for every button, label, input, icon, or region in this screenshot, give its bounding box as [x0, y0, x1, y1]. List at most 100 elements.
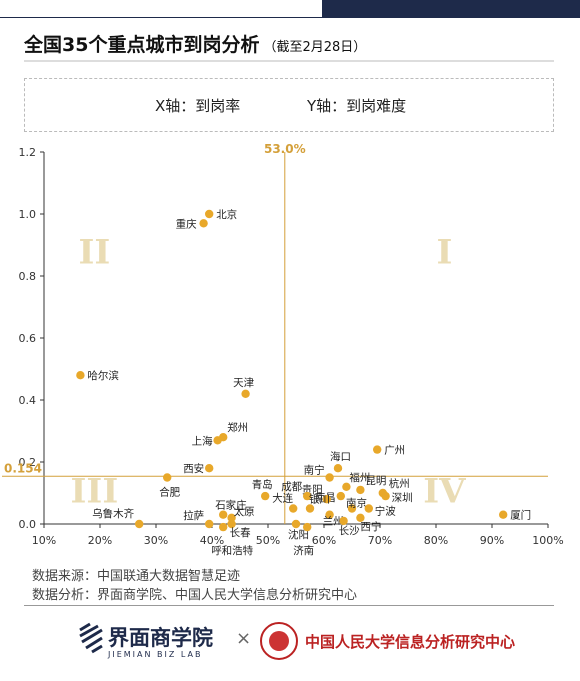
data-point: [205, 209, 214, 219]
data-point: [342, 482, 351, 491]
data-point: [219, 522, 228, 532]
title-divider: [24, 60, 554, 62]
point-label: 南京: [346, 497, 367, 510]
legend-y-axis: Y轴：到岗难度: [307, 97, 407, 115]
data-point: [356, 513, 365, 522]
point-label: 厦门: [510, 509, 531, 522]
point-label: 深圳: [392, 492, 413, 504]
point-label: 乌鲁木齐: [92, 507, 134, 520]
x-tick-label: 80%: [424, 534, 448, 547]
data-point: [241, 389, 250, 398]
page-title: 全国35个重点城市到岗分析 （截至2月28日）: [24, 30, 366, 57]
quadrant-label: IV: [423, 471, 466, 511]
ruc-seal-icon: [260, 622, 298, 660]
x-tick-label: 70%: [368, 534, 392, 547]
x-tick-label: 90%: [480, 534, 504, 547]
point-label: 天津: [233, 377, 254, 389]
point-label: 西宁: [360, 520, 381, 533]
data-point: [499, 510, 508, 519]
point-label: 哈尔滨: [87, 369, 119, 382]
data-point: [291, 519, 301, 529]
data-point: [213, 436, 222, 445]
point-label: 济南: [293, 544, 314, 557]
data-point: [364, 504, 373, 513]
x-tick-label: 40%: [200, 534, 224, 547]
ruc-name: 中国人民大学信息分析研究中心: [305, 633, 516, 651]
data-point: [356, 485, 365, 495]
point-label: 广州: [384, 445, 405, 457]
point-label: 银川: [309, 493, 330, 506]
jiemian-brand: 界面商学院: [108, 626, 213, 650]
data-point: [373, 445, 382, 454]
y-tick-label: 1.0: [19, 208, 37, 221]
ref-y-label: 0.154: [4, 461, 42, 475]
ref-x-label: 53.0%: [264, 142, 306, 156]
data-point: [381, 491, 390, 501]
axis-legend: X轴：到岗率 Y轴：到岗难度: [24, 78, 554, 132]
y-tick-label: 0.6: [19, 332, 37, 345]
title-text: 全国35个重点城市到岗分析: [24, 34, 260, 56]
top-bar-accent: [322, 0, 580, 18]
x-tick-label: 30%: [144, 534, 168, 547]
jiemian-logo-icon: [79, 622, 103, 654]
point-label: 拉萨: [183, 509, 204, 522]
data-point: [227, 519, 236, 529]
data-point: [205, 464, 214, 473]
x-tick-label: 10%: [32, 534, 56, 547]
x-tick-label: 100%: [532, 534, 563, 547]
data-point: [199, 219, 208, 228]
y-tick-label: 0.2: [19, 456, 37, 469]
point-label: 长春: [230, 527, 251, 539]
y-tick-label: 0.4: [19, 394, 37, 407]
point-label: 大连: [272, 492, 293, 505]
point-label: 青岛: [252, 478, 273, 491]
data-source-note: 数据来源：中国联通大数据智慧足迹: [32, 569, 241, 584]
top-bar-line: [0, 17, 580, 18]
data-point: [305, 504, 315, 513]
y-tick-label: 0.8: [19, 270, 37, 283]
point-label: 石家庄: [215, 499, 247, 512]
data-point: [339, 516, 348, 526]
point-label: 宁波: [375, 505, 396, 518]
data-point: [325, 473, 334, 482]
point-label: 昆明: [365, 475, 386, 487]
jiemian-brand-en: JIEMIAN BIZ LAB: [108, 650, 203, 659]
y-tick-label: 0.0: [19, 518, 37, 531]
point-label: 成都: [281, 481, 302, 493]
point-label: 合肥: [159, 486, 180, 499]
point-label: 长沙: [339, 525, 360, 537]
data-point: [135, 519, 144, 529]
point-label: 郑州: [227, 421, 248, 434]
data-point: [227, 513, 236, 522]
scatter-chart: 0.0 0.2 0.4 0.6 0.8 1.0 1.2 10% 20% 30% 40% 50% 60% 7…: [2, 142, 564, 557]
x-tick-label: 20%: [88, 534, 112, 547]
quadrant-label: I: [436, 233, 452, 273]
data-point: [303, 522, 312, 532]
point-label: 福州: [349, 471, 370, 484]
jiemian-logo: 界面商学院 JIEMIAN BIZ LAB: [78, 622, 213, 659]
data-point: [76, 371, 85, 380]
data-analysis-note: 数据分析：界面商学院、中国人民大学信息分析研究中心: [32, 588, 358, 603]
data-point: [261, 491, 270, 501]
data-point: [322, 495, 331, 504]
x-tick-label: 60%: [312, 534, 336, 547]
point-label: 西安: [183, 462, 204, 475]
top-bar: [0, 0, 580, 18]
footer-divider: [24, 605, 554, 606]
point-label: 沈阳: [288, 528, 309, 541]
cross-symbol: ×: [236, 628, 252, 649]
data-point: [303, 491, 312, 501]
legend-x-axis: X轴：到岗率: [155, 97, 241, 115]
data-point: [163, 473, 172, 482]
point-label: 海口: [330, 450, 351, 463]
data-point: [325, 510, 334, 519]
quadrant-label: III: [71, 471, 119, 511]
data-point: [333, 464, 343, 473]
point-label: 重庆: [176, 217, 197, 230]
point-label: 呼和浩特: [211, 545, 253, 557]
point-label: 兰州: [323, 515, 344, 528]
point-label: 杭州: [389, 477, 410, 490]
y-tick-label: 1.2: [19, 146, 37, 159]
data-point: [219, 510, 228, 519]
point-label: 北京: [216, 208, 237, 221]
